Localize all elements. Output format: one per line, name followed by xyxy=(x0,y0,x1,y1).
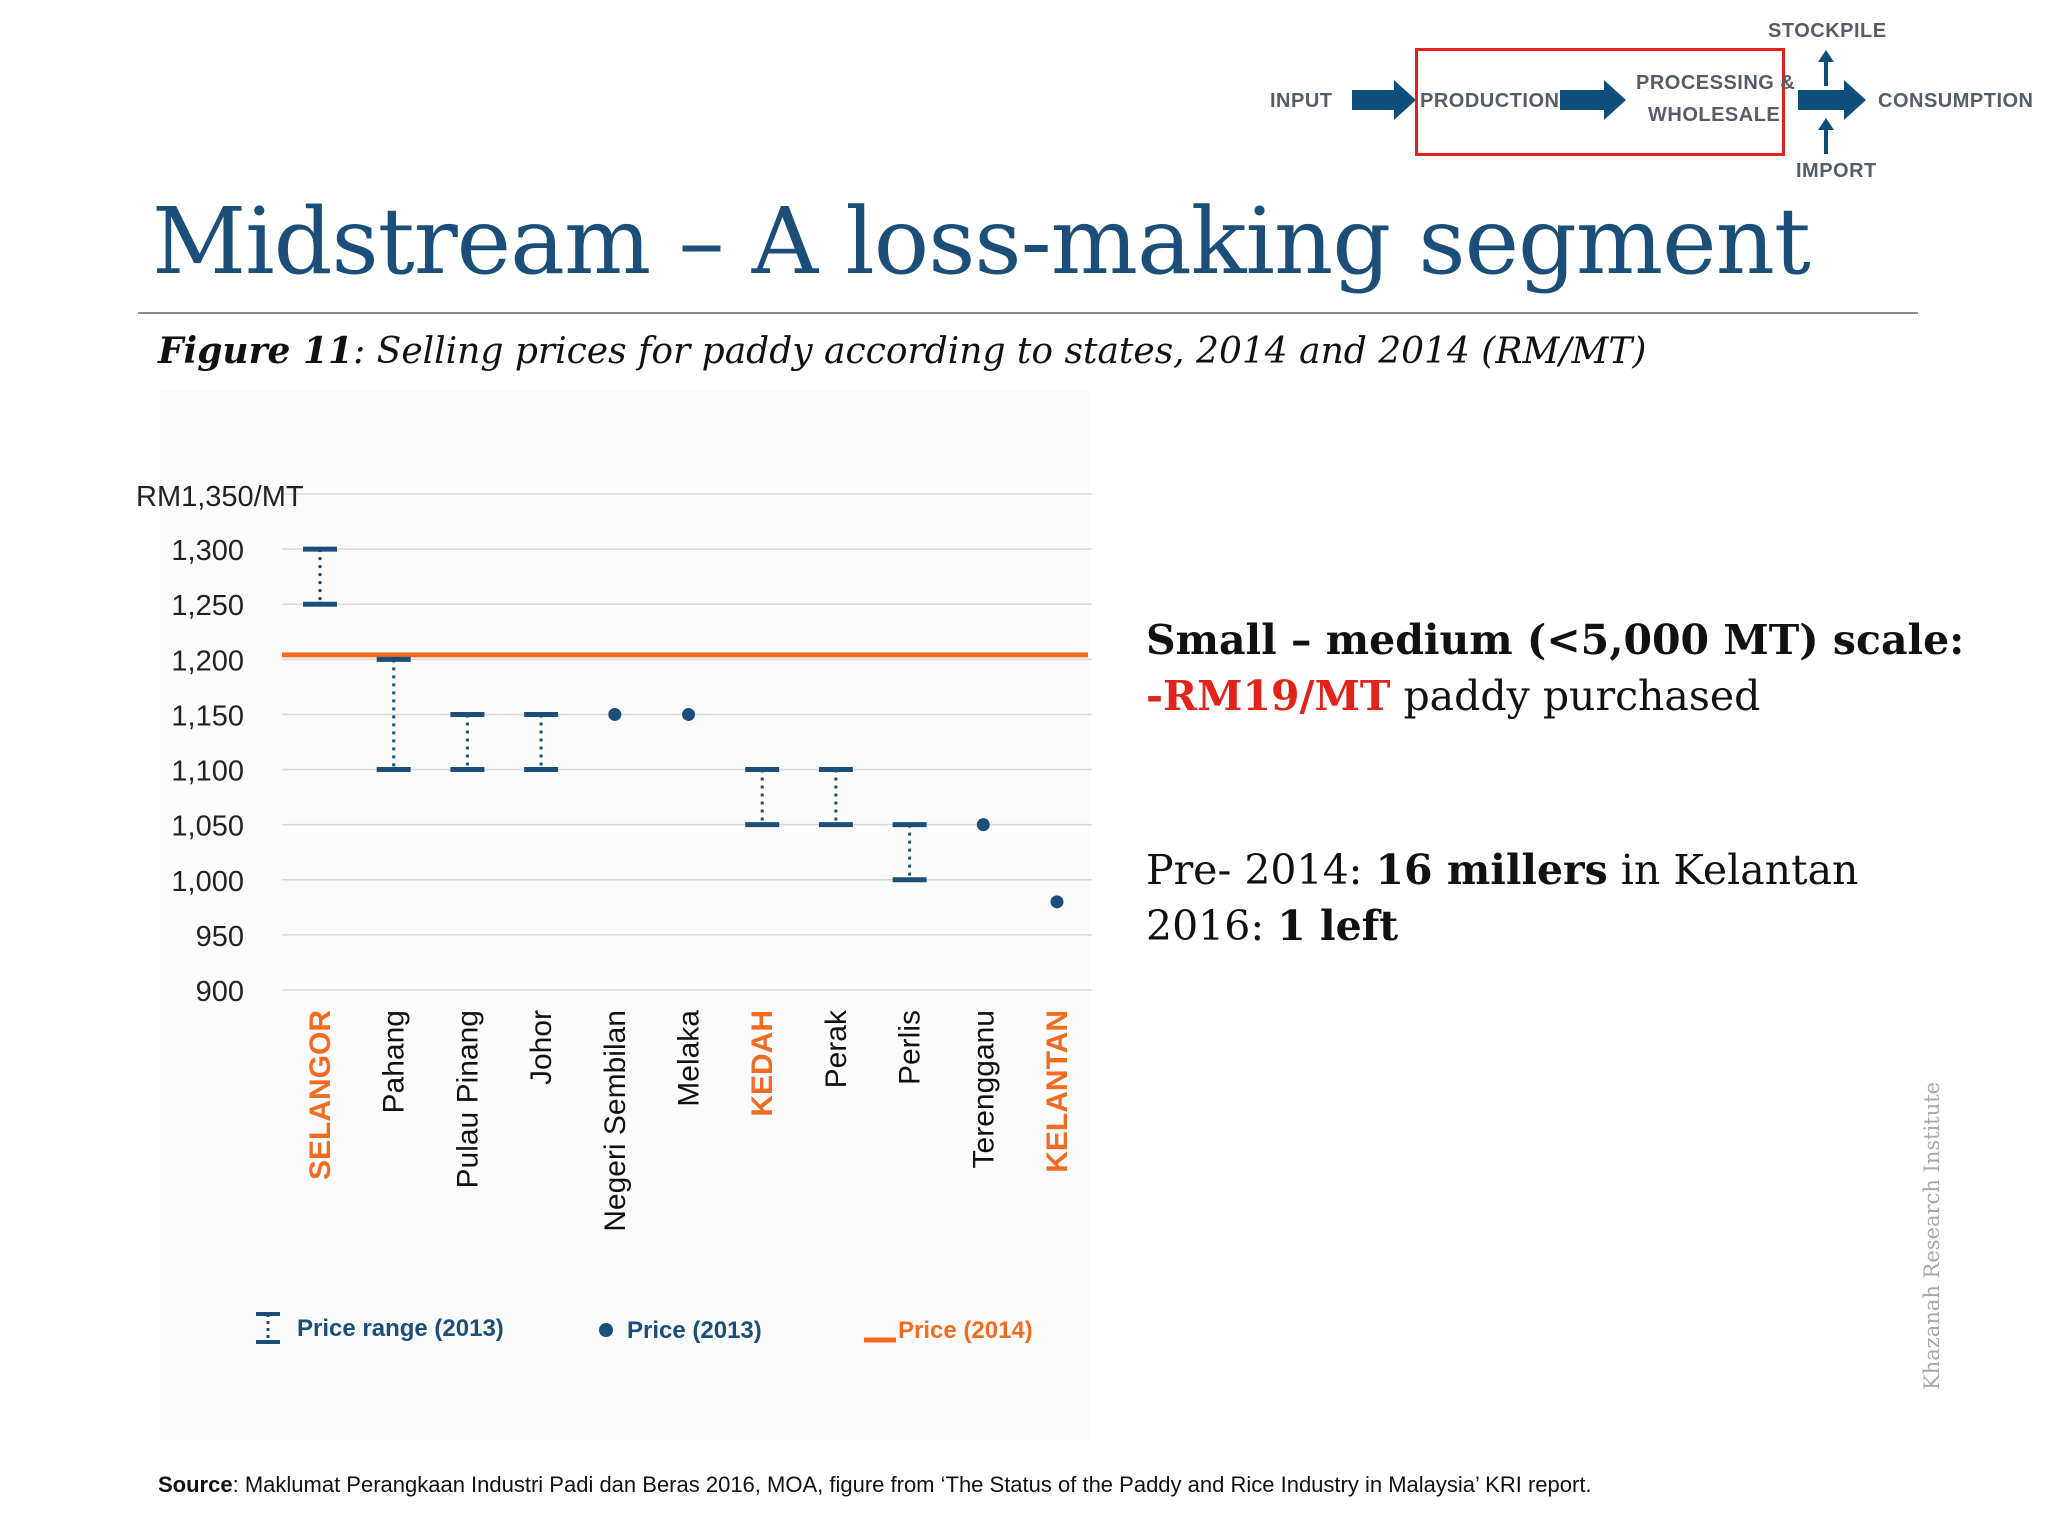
figure-caption-text: : Selling prices for paddy according to … xyxy=(353,331,1647,372)
source-label: Source xyxy=(158,1472,233,1497)
watermark: Khazanah Research Institute xyxy=(1920,1081,1944,1390)
chain-stockpile-label: STOCKPILE xyxy=(1768,20,1887,42)
millers-remaining: 1 left xyxy=(1277,902,1399,950)
millers-2016-label: 2016: xyxy=(1146,902,1278,950)
highlight-box xyxy=(1415,48,1785,156)
callout-loss-heading: Small – medium (<5,000 MT) scale: xyxy=(1146,616,1965,664)
chain-import-label: IMPORT xyxy=(1796,160,1877,182)
y-tick-label: 900 xyxy=(196,976,244,1008)
loss-value: -RM19/MT xyxy=(1146,672,1391,720)
millers-pre-label: Pre- 2014: xyxy=(1146,846,1376,894)
x-category-label: Johor xyxy=(525,1010,558,1085)
y-tick-label: 950 xyxy=(196,921,244,953)
value-chain-diagram: INPUT PRODUCTION PROCESSING & WHOLESALE … xyxy=(1250,0,2048,190)
chain-consumption-label: CONSUMPTION xyxy=(1878,90,2034,112)
chain-wholesale-label: WHOLESALE xyxy=(1648,104,1781,126)
figure-label: Figure 11 xyxy=(158,330,354,372)
millers-count: 16 millers xyxy=(1375,846,1608,894)
x-category-label: Terengganu xyxy=(967,1010,1000,1168)
y-tick-label: 1,100 xyxy=(171,756,244,788)
x-category-label: Perlis xyxy=(894,1010,927,1085)
chart-background xyxy=(160,390,1090,1440)
x-category-label: SELANGOR xyxy=(304,1010,337,1180)
arrow-right-icon xyxy=(1560,80,1626,120)
callout-loss-rest: paddy purchased xyxy=(1390,672,1761,720)
x-category-label: Melaka xyxy=(673,1010,706,1107)
figure-caption: Figure 11: Selling prices for paddy acco… xyxy=(158,330,1646,372)
millers-location: in Kelantan xyxy=(1607,846,1859,894)
x-category-label: Negeri Sembilan xyxy=(599,1010,632,1232)
legend-label-range: Price range (2013) xyxy=(297,1315,504,1342)
y-tick-label: 1,250 xyxy=(171,590,244,622)
callout-millers: Pre- 2014: 16 millers in Kelantan 2016: … xyxy=(1146,842,1858,954)
x-category-label: KELANTAN xyxy=(1041,1010,1074,1173)
arrow-right-icon xyxy=(1798,80,1866,120)
legend-label-dot: Price (2013) xyxy=(627,1317,762,1344)
x-category-label: Perak xyxy=(820,1009,853,1088)
chain-processing-label: PROCESSING & xyxy=(1636,72,1796,94)
y-tick-label: 1,200 xyxy=(171,645,244,677)
legend-dot-icon xyxy=(599,1323,613,1337)
source-note: Source: Maklumat Perangkaan Industri Pad… xyxy=(158,1472,1592,1498)
y-tick-label: 1,000 xyxy=(171,866,244,898)
callout-loss: Small – medium (<5,000 MT) scale: -RM19/… xyxy=(1146,612,1964,724)
chain-input-label: INPUT xyxy=(1270,90,1333,112)
source-text: : Maklumat Perangkaan Industri Padi dan … xyxy=(232,1472,1592,1497)
price-dot-2013 xyxy=(608,707,622,721)
x-category-label: Pahang xyxy=(378,1010,411,1113)
arrow-up-icon xyxy=(1818,118,1834,154)
y-unit-label: RM1,350/MT xyxy=(136,481,304,513)
price-dot-2013 xyxy=(682,707,695,721)
price-dot-2013 xyxy=(1050,895,1064,909)
y-tick-label: 1,300 xyxy=(171,535,244,567)
x-category-label: KEDAH xyxy=(746,1010,779,1117)
arrow-up-icon xyxy=(1818,50,1834,86)
arrow-right-icon xyxy=(1352,80,1416,120)
chain-production-label: PRODUCTION xyxy=(1420,90,1560,112)
price-dot-2013 xyxy=(976,818,990,832)
y-tick-label: 1,050 xyxy=(171,811,244,843)
y-tick-label: 1,150 xyxy=(171,700,244,732)
title-divider xyxy=(138,312,1918,314)
legend-label-line: Price (2014) xyxy=(898,1317,1033,1344)
x-category-label: Pulau Pinang xyxy=(451,1010,484,1188)
page-title: Midstream – A loss-making segment xyxy=(152,188,1811,295)
